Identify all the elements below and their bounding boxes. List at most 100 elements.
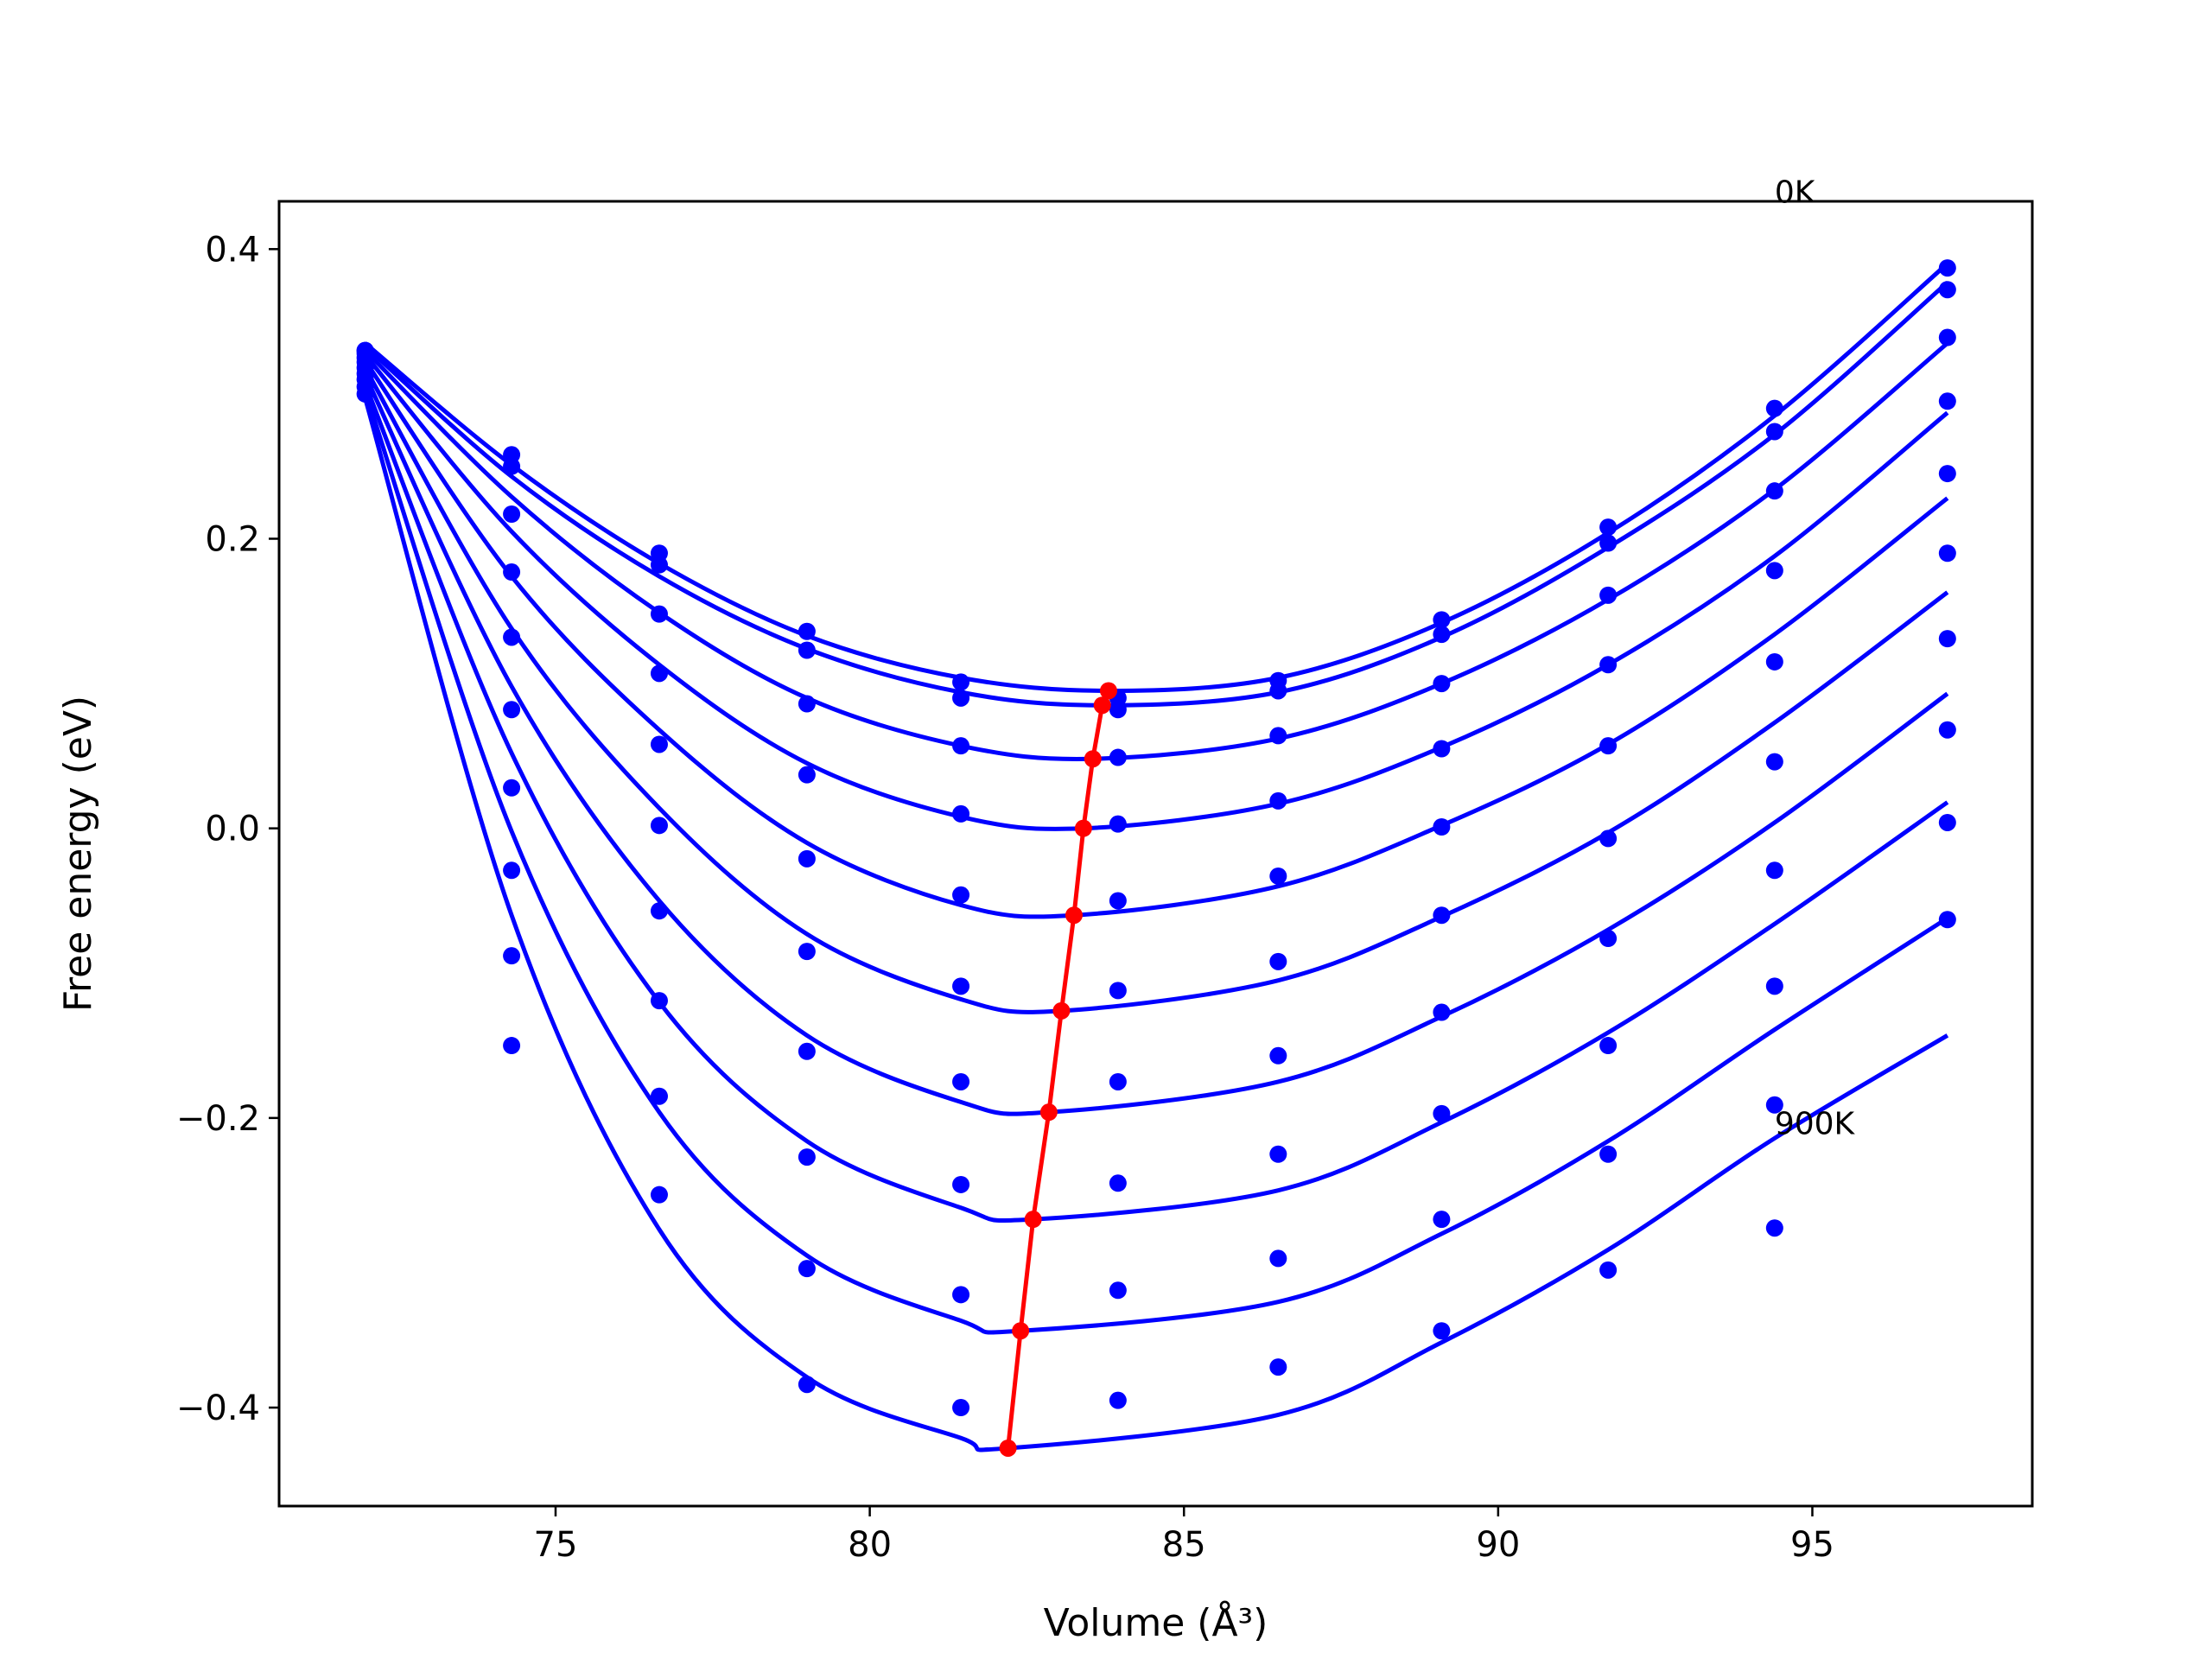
data-point-8-9 bbox=[1765, 1096, 1783, 1114]
x-tick-label-2: 85 bbox=[1162, 1525, 1206, 1565]
x-axis-ticks: 75 80 85 90 95 bbox=[534, 1506, 1834, 1565]
annotation-900k: 900K bbox=[1775, 1106, 1856, 1141]
data-point-8-1 bbox=[503, 947, 521, 965]
data-point-1-1 bbox=[503, 457, 521, 475]
y-tick-label-4: 0.4 bbox=[205, 230, 260, 270]
data-point-6-9 bbox=[1765, 861, 1783, 880]
data-point-3-4 bbox=[952, 804, 970, 823]
minima-line bbox=[999, 682, 1117, 1457]
data-point-3-3 bbox=[798, 766, 816, 784]
data-point-3-7 bbox=[1433, 740, 1451, 758]
data-point-4-4 bbox=[952, 886, 970, 904]
fit-curve-3 bbox=[363, 353, 1949, 831]
data-point-4-1 bbox=[503, 628, 521, 646]
data-point-0-7 bbox=[1433, 611, 1451, 629]
data-point-9-5 bbox=[1109, 1391, 1127, 1409]
data-point-5-7 bbox=[1433, 906, 1451, 925]
data-point-1-2 bbox=[650, 556, 668, 574]
data-point-1-5 bbox=[1109, 701, 1127, 719]
data-point-5-8 bbox=[1599, 830, 1618, 848]
data-point-2-6 bbox=[1269, 727, 1287, 745]
data-point-6-5 bbox=[1109, 1072, 1127, 1090]
data-point-8-8 bbox=[1599, 1145, 1618, 1163]
data-point-4-9 bbox=[1765, 652, 1783, 671]
fit-curve-8 bbox=[363, 390, 1949, 1335]
data-point-5-4 bbox=[952, 977, 970, 995]
x-tick-label-4: 95 bbox=[1790, 1525, 1834, 1565]
axes-frame bbox=[277, 200, 2034, 1508]
fit-curve-0 bbox=[364, 262, 1949, 693]
data-point-9-4 bbox=[952, 1399, 970, 1417]
x-tick-label-1: 80 bbox=[848, 1525, 892, 1565]
data-point-6-10 bbox=[1938, 630, 1956, 648]
fit-curve-9 bbox=[363, 397, 1949, 1452]
data-point-8-10 bbox=[1938, 813, 1956, 831]
data-point-9-9 bbox=[1765, 1219, 1783, 1237]
data-point-9-7 bbox=[1433, 1322, 1451, 1340]
data-point-8-6 bbox=[1269, 1249, 1287, 1268]
data-point-0-9 bbox=[1765, 399, 1783, 417]
data-point-9-6 bbox=[1269, 1358, 1287, 1376]
data-point-1-6 bbox=[1269, 682, 1287, 700]
data-point-0-10 bbox=[1938, 259, 1956, 277]
y-tick-label-3: 0.2 bbox=[205, 519, 260, 559]
minimum-point-5 bbox=[1052, 1001, 1071, 1020]
minima-connector bbox=[1006, 690, 1111, 1449]
data-point-7-8 bbox=[1599, 1037, 1618, 1055]
data-point-0-3 bbox=[798, 622, 816, 640]
data-point-9-3 bbox=[798, 1376, 816, 1394]
data-point-4-8 bbox=[1599, 737, 1618, 755]
data-point-2-9 bbox=[1765, 482, 1783, 500]
data-point-3-1 bbox=[503, 563, 521, 582]
minimum-point-9 bbox=[999, 1439, 1017, 1457]
minimum-point-8 bbox=[1012, 1322, 1030, 1340]
data-point-8-7 bbox=[1433, 1211, 1451, 1229]
data-point-3-9 bbox=[1765, 562, 1783, 580]
data-point-9-8 bbox=[1599, 1261, 1618, 1279]
data-point-6-4 bbox=[952, 1072, 970, 1090]
data-point-2-5 bbox=[1109, 748, 1127, 766]
data-point-1-9 bbox=[1765, 423, 1783, 441]
data-point-0-8 bbox=[1599, 518, 1618, 537]
data-point-6-1 bbox=[503, 779, 521, 797]
data-point-9-2 bbox=[650, 1185, 668, 1204]
y-tick-label-0: −0.4 bbox=[176, 1389, 260, 1428]
data-point-4-3 bbox=[798, 849, 816, 868]
fit-curve-2 bbox=[363, 341, 1949, 761]
data-point-5-3 bbox=[798, 943, 816, 961]
data-point-8-4 bbox=[952, 1286, 970, 1304]
data-points bbox=[356, 259, 1956, 1417]
data-point-8-3 bbox=[798, 1260, 816, 1278]
minimum-point-1 bbox=[1093, 696, 1111, 715]
data-point-7-2 bbox=[650, 992, 668, 1010]
data-point-3-8 bbox=[1599, 656, 1618, 674]
data-point-2-2 bbox=[650, 605, 668, 623]
data-point-3-6 bbox=[1269, 791, 1287, 810]
data-point-6-6 bbox=[1269, 1046, 1287, 1065]
data-point-9-10 bbox=[1938, 911, 1956, 929]
data-point-7-1 bbox=[503, 861, 521, 880]
data-point-7-10 bbox=[1938, 721, 1956, 739]
data-point-3-10 bbox=[1938, 392, 1956, 410]
data-point-1-4 bbox=[952, 689, 970, 707]
data-point-4-5 bbox=[1109, 892, 1127, 910]
data-point-0-4 bbox=[952, 673, 970, 691]
minimum-point-3 bbox=[1074, 819, 1092, 837]
data-point-5-10 bbox=[1938, 544, 1956, 563]
data-point-2-10 bbox=[1938, 328, 1956, 346]
data-point-3-2 bbox=[650, 664, 668, 683]
data-point-5-1 bbox=[503, 701, 521, 719]
minimum-point-0 bbox=[1099, 682, 1117, 700]
y-tick-label-2: 0.0 bbox=[205, 810, 260, 849]
data-point-2-7 bbox=[1433, 675, 1451, 693]
minimum-point-7 bbox=[1024, 1211, 1042, 1229]
fit-curve-7 bbox=[363, 383, 1949, 1224]
data-point-4-10 bbox=[1938, 465, 1956, 483]
data-point-2-4 bbox=[952, 737, 970, 755]
minimum-point-4 bbox=[1065, 906, 1083, 925]
data-point-8-5 bbox=[1109, 1281, 1127, 1300]
data-point-7-7 bbox=[1433, 1104, 1451, 1122]
data-point-5-2 bbox=[650, 817, 668, 835]
